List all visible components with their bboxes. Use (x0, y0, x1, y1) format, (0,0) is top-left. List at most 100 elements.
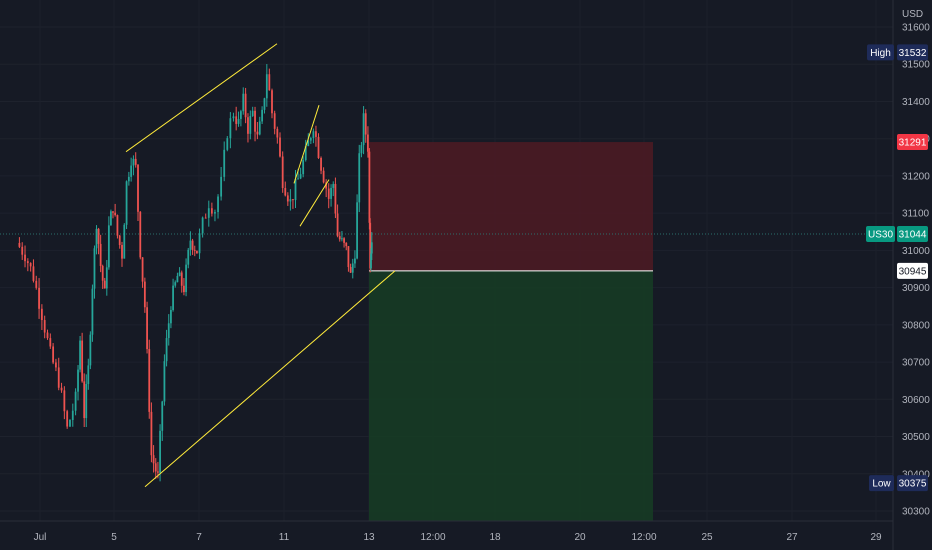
candle-body[interactable] (299, 174, 302, 179)
candle-body[interactable] (60, 387, 63, 391)
trendlines[interactable] (125, 43, 396, 488)
candle-body[interactable] (123, 224, 126, 259)
candle-body[interactable] (165, 338, 168, 362)
candle-body[interactable] (93, 248, 96, 289)
candle-body[interactable] (244, 93, 247, 118)
candle-body[interactable] (330, 187, 332, 199)
candle-body[interactable] (368, 151, 371, 223)
candle-body[interactable] (79, 340, 81, 370)
candle-body[interactable] (312, 131, 315, 138)
y-axis-ticks[interactable]: 30300 30400 30500 30600 30700 30800 30900 31000… (902, 23, 930, 518)
candle-body[interactable] (99, 243, 102, 267)
candle-body[interactable] (110, 211, 112, 226)
trendline-flag-upper[interactable] (293, 105, 320, 184)
candle-body[interactable] (196, 250, 198, 254)
candle-body[interactable] (114, 212, 117, 216)
candle-body[interactable] (134, 158, 137, 165)
trendline-lower-channel[interactable] (144, 270, 396, 488)
candle-body[interactable] (351, 263, 354, 273)
candle-body[interactable] (185, 264, 187, 293)
candle-body[interactable] (91, 288, 94, 335)
candle-body[interactable] (354, 258, 356, 264)
candle-body[interactable] (81, 340, 84, 382)
candle-body[interactable] (74, 391, 77, 411)
candle-body[interactable] (187, 249, 190, 265)
candle-body[interactable] (103, 280, 106, 289)
candle-body[interactable] (341, 238, 343, 240)
candle-body[interactable] (334, 183, 337, 214)
trendline-upper-channel[interactable] (125, 43, 278, 153)
candle-body[interactable] (369, 222, 372, 269)
candle-body[interactable] (315, 131, 317, 137)
candle-body[interactable] (223, 149, 226, 177)
candlestick-series[interactable] (18, 64, 373, 482)
candle-body[interactable] (183, 285, 185, 293)
candle-body[interactable] (137, 164, 139, 212)
candle-body[interactable] (132, 158, 135, 166)
candle-body[interactable] (85, 384, 88, 419)
candle-body[interactable] (112, 211, 114, 213)
candle-body[interactable] (247, 117, 249, 134)
candle-body[interactable] (261, 109, 264, 122)
candle-body[interactable] (367, 134, 369, 152)
candle-body[interactable] (229, 118, 232, 139)
candle-body[interactable] (265, 74, 268, 99)
candle-body[interactable] (214, 212, 216, 214)
candle-body[interactable] (143, 281, 146, 308)
stop-loss-zone[interactable] (369, 142, 653, 271)
candle-body[interactable] (32, 266, 35, 281)
candle-body[interactable] (89, 334, 92, 366)
candle-body[interactable] (46, 332, 49, 339)
candle-body[interactable] (101, 266, 104, 281)
candle-body[interactable] (83, 381, 86, 419)
candle-body[interactable] (97, 228, 100, 244)
candle-body[interactable] (343, 238, 345, 243)
candle-body[interactable] (35, 280, 38, 288)
candle-body[interactable] (157, 471, 159, 473)
candle-body[interactable] (281, 156, 284, 189)
candle-body[interactable] (276, 128, 279, 138)
candle-body[interactable] (217, 196, 219, 213)
candle-body[interactable] (18, 242, 21, 247)
candle-body[interactable] (207, 208, 210, 218)
candle-body[interactable] (116, 215, 119, 236)
candle-body[interactable] (191, 240, 194, 250)
candle-body[interactable] (322, 170, 325, 183)
candle-body[interactable] (345, 242, 348, 247)
candle-body[interactable] (307, 140, 310, 147)
candle-body[interactable] (66, 411, 69, 427)
candle-body[interactable] (258, 121, 261, 135)
candle-body[interactable] (152, 455, 155, 464)
candle-body[interactable] (118, 235, 121, 245)
candle-body[interactable] (242, 93, 245, 112)
candle-body[interactable] (24, 254, 26, 262)
candle-body[interactable] (87, 365, 90, 385)
candle-body[interactable] (105, 267, 108, 289)
candle-body[interactable] (273, 113, 276, 129)
candle-body[interactable] (172, 285, 174, 311)
candle-body[interactable] (148, 349, 151, 412)
candle-body[interactable] (57, 367, 60, 388)
risk-reward-position[interactable] (369, 142, 653, 521)
candle-body[interactable] (130, 165, 133, 177)
candle-body[interactable] (289, 199, 292, 202)
candle-body[interactable] (141, 257, 144, 282)
candle-body[interactable] (146, 307, 148, 350)
candle-body[interactable] (268, 74, 271, 91)
candle-body[interactable] (38, 287, 40, 309)
candle-body[interactable] (154, 463, 157, 472)
candle-body[interactable] (159, 430, 161, 473)
candle-body[interactable] (180, 272, 183, 286)
candle-body[interactable] (167, 323, 170, 339)
candle-body[interactable] (40, 308, 43, 321)
candle-body[interactable] (304, 146, 307, 161)
candle-body[interactable] (226, 138, 229, 150)
candle-body[interactable] (347, 246, 350, 268)
candle-body[interactable] (292, 199, 294, 201)
candle-body[interactable] (150, 411, 153, 456)
candle-body[interactable] (370, 242, 373, 254)
candle-body[interactable] (317, 136, 320, 158)
candle-body[interactable] (55, 362, 57, 368)
candle-body[interactable] (356, 202, 358, 259)
